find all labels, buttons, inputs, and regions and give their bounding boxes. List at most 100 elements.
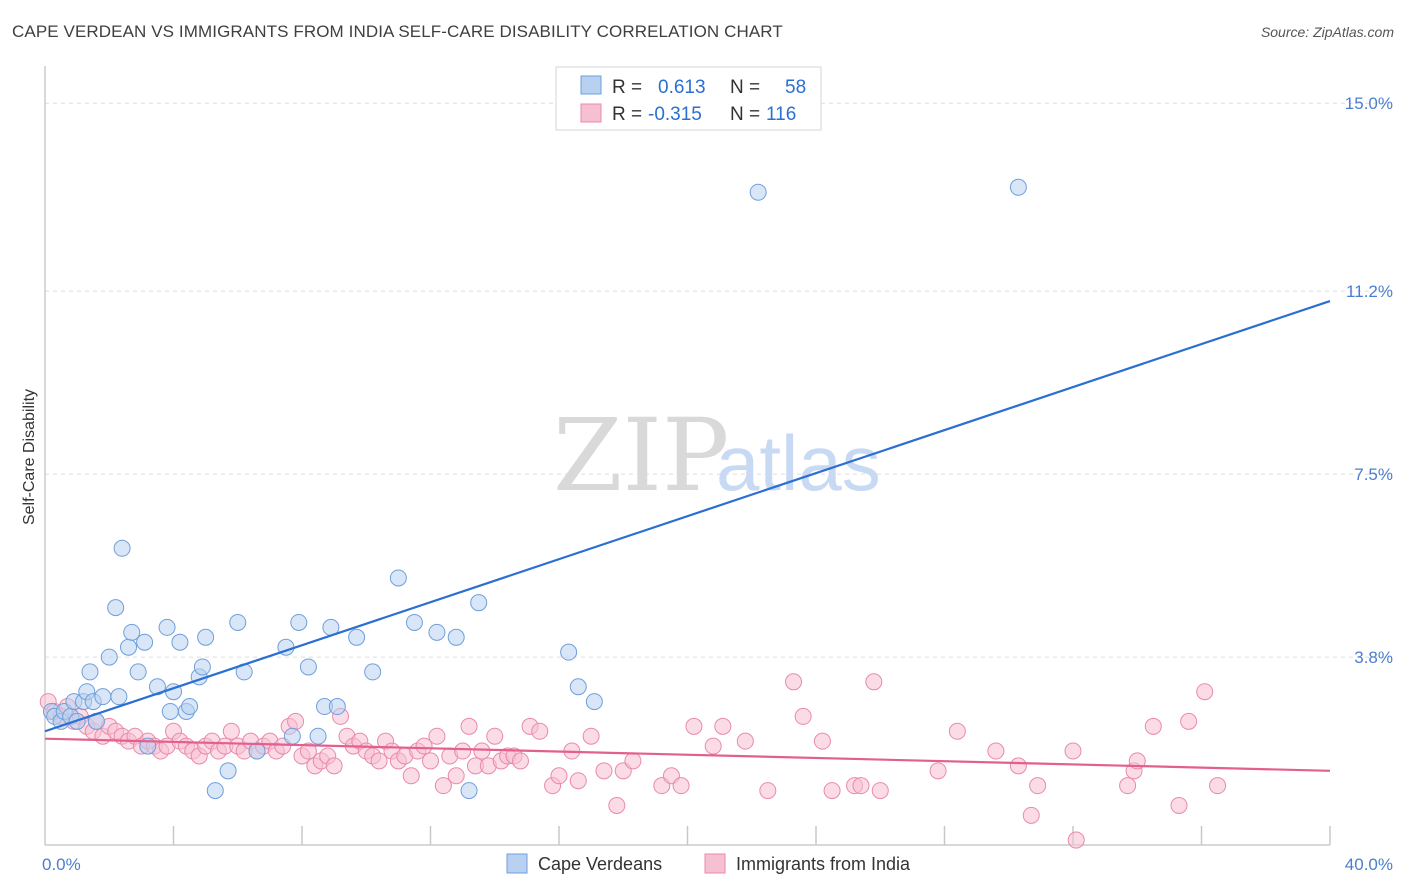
india-point-83 xyxy=(608,796,626,814)
cape-verdean-point-26 xyxy=(171,633,189,651)
cape-verdean-point-57 xyxy=(1009,178,1027,196)
india-point-100 xyxy=(865,673,883,691)
india-point-95 xyxy=(794,707,812,725)
india-point-93 xyxy=(759,782,777,800)
cape-verdean-point-32 xyxy=(206,782,224,800)
legend-r-value-1: 0.613 xyxy=(658,77,706,98)
cape-verdean-point-15 xyxy=(110,688,128,706)
cape-verdean-point-40 xyxy=(299,658,317,676)
india-point-70 xyxy=(486,727,504,745)
legend-swatch-blue xyxy=(580,75,602,95)
india-point-66 xyxy=(460,717,478,735)
india-point-82 xyxy=(595,762,613,780)
cape-verdean-point-54 xyxy=(569,678,587,696)
watermark-atlas: atlas xyxy=(716,419,881,507)
legend-r-label-1: R = xyxy=(612,77,642,98)
watermark: ZIP atlas xyxy=(553,397,881,514)
india-point-88 xyxy=(672,777,690,795)
cape-verdean-point-18 xyxy=(123,623,141,641)
cape-verdean-point-33 xyxy=(219,762,237,780)
cape-verdean-points xyxy=(42,178,1027,800)
india-point-85 xyxy=(624,752,642,770)
cape-verdean-point-20 xyxy=(136,633,154,651)
cape-verdean-point-51 xyxy=(460,782,478,800)
chart-source: Source: ZipAtlas.com xyxy=(1260,24,1394,40)
correlation-legend: R = 0.613 N = 58 R = -0.315 N = 116 xyxy=(555,66,822,131)
india-point-103 xyxy=(948,722,966,740)
india-point-78 xyxy=(550,767,568,785)
x-tick-label-1: 40.0% xyxy=(1345,855,1393,874)
trend-lines xyxy=(44,299,1331,772)
cape-verdean-point-46 xyxy=(364,663,382,681)
india-point-52 xyxy=(370,752,388,770)
cape-verdean-point-24 xyxy=(161,702,179,720)
cape-verdean-point-12 xyxy=(94,688,112,706)
india-point-57 xyxy=(402,767,420,785)
cape-verdean-point-17 xyxy=(120,638,138,656)
y-tick-label-3: 15.0% xyxy=(1345,94,1393,113)
cape-verdean-point-28 xyxy=(181,698,199,716)
legend-n-value-2: 116 xyxy=(766,104,796,125)
cape-verdean-point-38 xyxy=(283,727,301,745)
cape-verdean-point-56 xyxy=(749,183,767,201)
cape-verdean-point-13 xyxy=(100,648,118,666)
india-point-65 xyxy=(454,742,472,760)
cape-verdean-point-14 xyxy=(107,599,125,617)
india-point-74 xyxy=(511,752,529,770)
legend-r-label-2: R = xyxy=(612,104,642,125)
india-point-115 xyxy=(1196,683,1214,701)
india-point-112 xyxy=(1144,717,1162,735)
cape-verdean-point-19 xyxy=(129,663,147,681)
india-point-104 xyxy=(987,742,1005,760)
india-point-60 xyxy=(422,752,439,770)
cape-verdean-point-9 xyxy=(81,663,99,681)
india-point-96 xyxy=(813,732,831,750)
cape-verdean-point-50 xyxy=(447,628,465,646)
cape-verdean-point-52 xyxy=(470,594,488,612)
axes-layer xyxy=(44,66,1331,846)
india-point-107 xyxy=(1029,777,1047,795)
cape-verdean-point-48 xyxy=(405,613,423,631)
bottom-legend-swatch-blue xyxy=(506,853,528,874)
cape-verdean-point-49 xyxy=(428,623,446,641)
india-point-113 xyxy=(1170,796,1188,814)
india-point-62 xyxy=(434,777,452,795)
grid-layer xyxy=(45,102,1390,658)
india-point-117 xyxy=(1067,831,1085,849)
india-point-68 xyxy=(473,742,491,760)
cape-verdean-trend-line xyxy=(44,299,1331,733)
cape-verdean-point-45 xyxy=(348,628,366,646)
india-point-59 xyxy=(415,737,433,755)
india-trend-line xyxy=(44,737,1331,772)
india-point-41 xyxy=(299,742,317,760)
legend-swatch-pink xyxy=(580,103,602,123)
legend-r-value-2: -0.315 xyxy=(648,104,702,125)
cape-verdean-point-44 xyxy=(328,698,346,716)
cape-verdean-point-16 xyxy=(113,539,131,557)
bottom-legend-swatch-pink xyxy=(704,853,726,874)
cape-verdean-point-47 xyxy=(389,569,407,587)
series-legend: Cape Verdeans Immigrants from India xyxy=(506,853,911,874)
x-tick-label-0: 0.0% xyxy=(42,855,81,874)
india-point-97 xyxy=(823,782,841,800)
cape-verdean-point-30 xyxy=(193,658,211,676)
india-point-99 xyxy=(852,777,870,795)
india-points xyxy=(39,673,1227,849)
legend-n-value-1: 58 xyxy=(785,77,806,98)
cape-verdean-point-23 xyxy=(158,618,176,636)
india-point-64 xyxy=(447,767,465,785)
india-point-92 xyxy=(736,732,754,750)
tick-labels: 3.8% 7.5% 11.2% 15.0% 0.0% 40.0% xyxy=(42,94,1393,874)
india-point-80 xyxy=(569,772,587,790)
india-point-114 xyxy=(1180,712,1198,730)
watermark-zip: ZIP xyxy=(553,397,729,514)
india-point-45 xyxy=(325,757,343,775)
india-point-61 xyxy=(428,727,446,745)
y-tick-label-1: 7.5% xyxy=(1354,465,1393,484)
legend-n-label-2: N = xyxy=(730,104,760,125)
india-point-101 xyxy=(871,782,889,800)
india-point-29 xyxy=(222,722,240,740)
bottom-legend-cape-verdeans: Cape Verdeans xyxy=(538,854,662,874)
cape-verdean-point-41 xyxy=(309,727,327,745)
